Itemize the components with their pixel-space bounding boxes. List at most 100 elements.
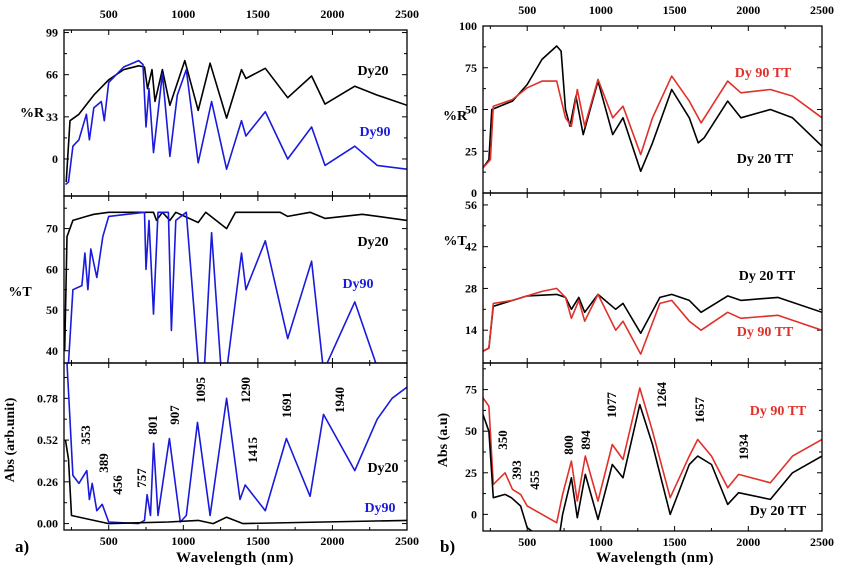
bottom-x-tick-label: 1500 xyxy=(663,535,687,549)
y-tick-label: 50 xyxy=(465,103,477,117)
series-label: Dy20 xyxy=(367,461,398,476)
bottom-x-tick-label: 500 xyxy=(100,534,118,548)
y-tick-label: 0.52 xyxy=(37,433,58,447)
y-tick-label: 99 xyxy=(46,26,58,40)
series-label: Dy 90 TT xyxy=(750,404,807,419)
y-tick-label: 50 xyxy=(46,303,58,317)
y-tick-label: 100 xyxy=(459,19,477,33)
x-axis-label: Wavelength (nm) xyxy=(176,550,294,566)
bottom-x-tick-label: 1000 xyxy=(171,534,195,548)
peak-label: 393 xyxy=(509,460,524,480)
y-tick-label: 0.00 xyxy=(37,517,58,531)
series-line-dy-90-tt xyxy=(483,287,822,355)
y-tick-label: 0.78 xyxy=(37,391,58,405)
series-line-dy20 xyxy=(64,211,407,351)
y-tick-label: 14 xyxy=(465,323,477,337)
y-tick-label: 42 xyxy=(465,240,477,254)
y-axis-label: %T xyxy=(8,285,32,300)
series-label: Dy90 xyxy=(342,277,373,292)
peak-label: 1940 xyxy=(332,387,347,413)
y-tick-label: 60 xyxy=(46,262,58,276)
subplot-0: 0 33 66 99 Dy20 Dy90 %R xyxy=(20,26,408,197)
series-line-dy-90-tt xyxy=(483,75,822,169)
peak-label: 1077 xyxy=(604,392,619,419)
top-x-tick-label: 2000 xyxy=(736,3,760,17)
panel-label: a) xyxy=(15,537,29,556)
y-tick-label: 75 xyxy=(465,383,477,397)
top-x-tick-label: 500 xyxy=(518,3,536,17)
y-tick-label: 0 xyxy=(471,186,477,200)
y-tick-label: 75 xyxy=(465,61,477,75)
peak-label: 907 xyxy=(167,405,182,425)
series-label: Dy 90 TT xyxy=(735,66,792,81)
subplot-1: 14 28 42 56 Dy 20 TT Dy 90 TT %T xyxy=(443,192,823,364)
series-label: Dy20 xyxy=(357,64,388,79)
series-label: Dy 20 TT xyxy=(739,269,796,284)
y-axis-label: Abs (arb.unit) xyxy=(3,397,18,482)
y-tick-label: 0 xyxy=(52,152,58,166)
chart-panel-a: 50050010001000150015002000200025002500Wa… xyxy=(3,7,419,566)
subplot-2: 0 25 50 75 Dy 90 TT Dy 20 TT Abs (a.u) 350 39345… xyxy=(436,362,823,532)
subplot-1: 40 50 60 70 Dy20 Dy90 %T xyxy=(8,195,408,364)
peak-label: 1095 xyxy=(193,377,208,404)
peak-label: 456 xyxy=(110,475,125,495)
peak-label: 350 xyxy=(495,430,510,450)
peak-label: 455 xyxy=(527,470,542,490)
peak-label: 801 xyxy=(145,415,160,435)
series-line-dy90 xyxy=(67,211,377,363)
bottom-x-tick-label: 500 xyxy=(518,535,536,549)
series-line-dy20 xyxy=(64,439,407,525)
series-line-dy90 xyxy=(64,59,407,186)
series-label: Dy 20 TT xyxy=(750,504,807,519)
peak-label: 1264 xyxy=(654,382,669,409)
plot-frame xyxy=(482,362,823,532)
peak-label: 757 xyxy=(134,468,149,488)
bottom-x-tick-label: 1500 xyxy=(246,534,270,548)
top-x-tick-label: 1500 xyxy=(663,3,687,17)
y-axis-label: %R xyxy=(443,109,468,124)
top-x-tick-label: 2500 xyxy=(395,7,419,21)
peak-label: 800 xyxy=(561,435,576,455)
top-x-tick-label: 1000 xyxy=(589,3,613,17)
peak-label: 1415 xyxy=(245,437,260,464)
y-tick-label: 56 xyxy=(465,198,477,212)
y-tick-label: 25 xyxy=(465,144,477,158)
plot-frame xyxy=(63,362,408,531)
series-label: Dy20 xyxy=(357,235,388,250)
y-tick-label: 40 xyxy=(46,344,58,358)
y-axis-label: Abs (a.u) xyxy=(436,412,451,467)
peak-label: 1934 xyxy=(736,434,751,461)
y-tick-label: 0.26 xyxy=(37,475,58,489)
chart-panel-b: 50050010001000150015002000200025002500Wa… xyxy=(436,3,834,566)
top-x-tick-label: 1500 xyxy=(246,7,270,21)
peak-label: 1290 xyxy=(238,377,253,403)
y-tick-label: 28 xyxy=(465,281,477,295)
x-axis-label: Wavelength (nm) xyxy=(596,550,714,566)
peak-label: 1691 xyxy=(279,392,294,418)
series-line-dy90 xyxy=(66,363,407,525)
y-axis-label: %T xyxy=(443,234,467,249)
series-line-dy20 xyxy=(65,59,407,183)
bottom-x-tick-label: 2000 xyxy=(736,535,760,549)
bottom-x-tick-label: 2500 xyxy=(395,534,419,548)
series-label: Dy 90 TT xyxy=(737,325,794,340)
series-line-dy-90-tt xyxy=(483,387,822,524)
top-x-tick-label: 500 xyxy=(100,7,118,21)
y-tick-label: 25 xyxy=(465,466,477,480)
top-x-tick-label: 2000 xyxy=(320,7,344,21)
subplot-0: 0 25 50 75 100 Dy 20 TT Dy 90 TT %R xyxy=(443,19,823,200)
peak-label: 1657 xyxy=(692,397,707,424)
peak-label: 389 xyxy=(96,453,111,473)
top-x-tick-label: 1000 xyxy=(171,7,195,21)
series-label: Dy 20 TT xyxy=(737,152,794,167)
y-tick-label: 0 xyxy=(471,507,477,521)
plot-frame xyxy=(63,29,408,197)
top-x-tick-label: 2500 xyxy=(810,3,834,17)
peak-label: 353 xyxy=(78,425,93,445)
y-tick-label: 66 xyxy=(46,68,58,82)
bottom-x-tick-label: 2500 xyxy=(810,535,834,549)
series-line-dy-20-tt xyxy=(483,45,822,173)
series-label: Dy90 xyxy=(364,501,395,516)
bottom-x-tick-label: 1000 xyxy=(589,535,613,549)
